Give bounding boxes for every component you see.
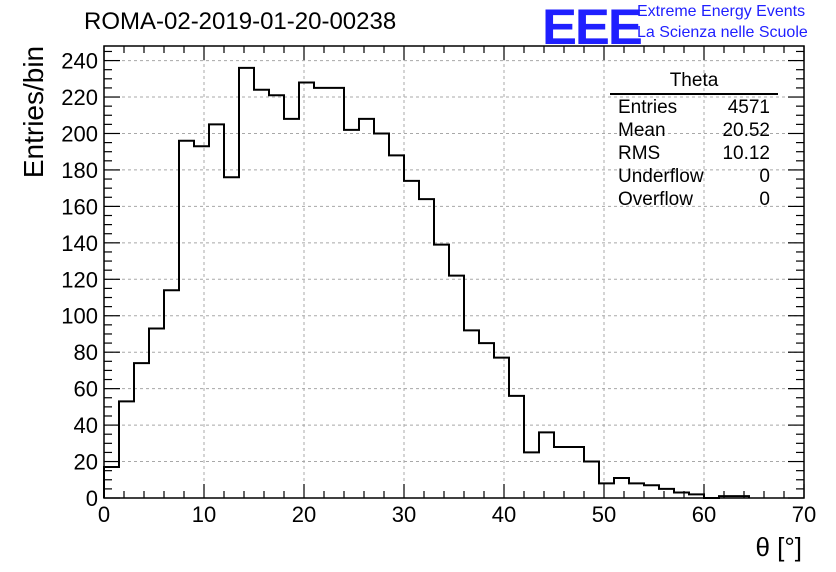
histogram-bin [239,68,254,498]
histogram-bin [569,447,584,498]
y-tick-label: 0 [86,486,98,511]
y-tick-label: 180 [61,158,98,183]
histogram-bin [644,485,659,498]
histogram-bin [359,119,374,498]
histogram-bin [599,483,614,498]
stats-value: 4571 [727,97,770,118]
histogram-bin [179,141,194,498]
histogram-bin [614,478,629,498]
histogram-outline [103,66,750,499]
histogram-bin [149,329,164,499]
y-tick-label: 20 [74,450,98,475]
plot-frame [103,45,805,499]
stats-row-underflow: Underflow 0 [610,165,778,188]
histogram-bin [209,124,224,498]
x-tick-label: 40 [492,502,516,527]
histogram-bin [344,130,359,498]
y-tick-label: 140 [61,231,98,256]
histogram-bin [434,245,449,498]
y-axis-label: Entries/bin [18,45,49,179]
histogram-bin [314,88,329,498]
histogram-bin [449,276,464,498]
stats-row-entries: Entries 4571 [610,96,778,119]
histogram-bin [479,343,494,498]
y-tick-label: 240 [61,49,98,74]
histogram-bin [134,363,149,498]
histogram-bin [104,467,119,498]
x-tick-label: 50 [592,502,616,527]
stats-value: 0 [759,166,770,187]
histogram-bin [629,483,644,498]
y-tick-label: 120 [61,267,98,292]
histogram-bin [584,462,599,498]
histogram-bin [494,358,509,498]
y-tick-label: 200 [61,121,98,146]
stats-row-overflow: Overflow 0 [610,188,778,211]
stats-label: RMS [618,143,661,164]
x-tick-label: 10 [192,502,216,527]
logo-caption-line1: Extreme Energy Events [637,3,806,20]
histogram-bin [524,452,539,498]
x-tick-label: 30 [392,502,416,527]
y-tick-label: 100 [61,304,98,329]
histogram-bin [374,133,389,498]
histogram-bin [254,90,269,498]
eee-logo: EEE [542,0,643,55]
histogram-bin [509,396,524,498]
stats-label: Entries [618,97,678,118]
stats-box-name: Theta [610,70,778,95]
histogram-bin [539,432,554,498]
histogram-bin [419,199,434,498]
chart-title: ROMA-02-2019-01-20-00238 [84,8,397,35]
histogram-bin [659,489,674,498]
x-tick-label: 60 [692,502,716,527]
axes [103,45,805,499]
stats-label: Mean [618,120,666,141]
y-tick-label: 80 [74,340,98,365]
y-tick-label: 40 [74,413,98,438]
y-tick-label: 160 [61,194,98,219]
y-tick-label: 220 [61,85,98,110]
stats-value: 0 [759,189,770,210]
histogram-bin [164,290,179,498]
stats-label: Underflow [618,166,704,187]
stats-row-mean: Mean 20.52 [610,119,778,142]
tick-labels: 0 10 20 30 40 50 60 70 0 20 40 60 80 100 120 140 160 180 2… [61,49,816,527]
histogram-bin [284,119,299,498]
stats-row-rms: RMS 10.12 [610,142,778,165]
histogram-bin [464,330,479,498]
stats-value: 20.52 [722,120,770,141]
histogram-bin [404,181,419,498]
x-axis-label: θ [°] [755,532,802,562]
x-tick-label: 0 [98,502,110,527]
histogram-bin [269,95,284,498]
stats-label: Overflow [618,189,693,210]
histogram-bin [194,146,209,498]
logo-caption-line2: La Scienza nelle Scuole [637,24,808,41]
histogram-bin [299,82,314,498]
histogram-bin [329,88,344,498]
histogram-bin [674,493,689,498]
histogram-bin [224,177,239,498]
histogram-bin [389,155,404,498]
histogram-bin [554,447,569,498]
y-tick-label: 60 [74,377,98,402]
stats-box: Theta Entries 4571 Mean 20.52 RMS 10.12 Und… [610,70,778,211]
x-tick-label: 70 [792,502,816,527]
stats-value: 10.12 [722,143,770,164]
x-tick-label: 20 [292,502,316,527]
histogram-bin [119,401,134,498]
histogram-series [103,66,750,499]
grid-lines [104,46,804,498]
